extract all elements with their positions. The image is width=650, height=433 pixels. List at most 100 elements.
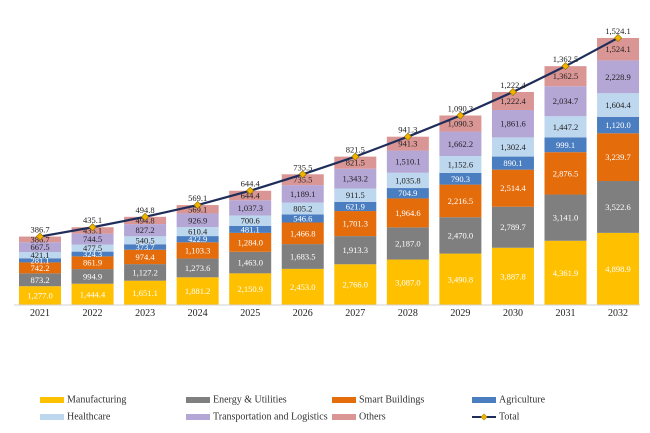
bar-segment-manufacturing-2021	[19, 286, 61, 305]
bar-segment-energy-and-utilities-2021	[19, 273, 61, 287]
bar-segment-agriculture-2027	[334, 201, 377, 212]
bar-segment-transportation-and-logistics-2032	[597, 60, 640, 94]
total-point-label: 941.3	[398, 125, 417, 135]
x-tick-label: 2026	[293, 308, 313, 319]
bar-segment-healthcare-2027	[334, 188, 377, 202]
data-label: 373.7	[136, 242, 155, 252]
x-tick-label: 2032	[608, 308, 628, 319]
bar-segment-agriculture-2023	[124, 244, 167, 250]
data-label: 2,453.0	[290, 282, 316, 292]
bar-segment-manufacturing-2030	[491, 247, 534, 305]
bar-segment-transportation-and-logistics-2028	[386, 150, 429, 173]
data-label: 704.9	[398, 188, 417, 198]
x-tick-label: 2022	[83, 308, 103, 319]
bar-segment-transportation-and-logistics-2030	[491, 109, 534, 138]
bar-segment-agriculture-2025	[229, 225, 272, 233]
data-label: 1,189.1	[290, 189, 316, 199]
bar-segment-smart-buildings-2030	[491, 169, 534, 207]
data-label: 4,361.9	[553, 268, 579, 278]
total-point-label: 821.5	[346, 145, 365, 155]
data-label: 861.9	[83, 258, 102, 268]
total-marker	[351, 152, 360, 161]
data-label: 890.1	[503, 158, 522, 168]
data-label: 1,683.5	[290, 251, 316, 261]
bar-segment-healthcare-2022	[71, 244, 114, 252]
x-tick-label: 2025	[240, 308, 260, 319]
data-label: 1,302.4	[500, 142, 526, 152]
x-tick-label: 2031	[556, 308, 576, 319]
data-label: 546.6	[293, 213, 312, 223]
total-marker	[298, 170, 307, 179]
data-label: 1,701.3	[343, 219, 369, 229]
data-label: 2,876.5	[553, 168, 579, 178]
legend-swatch-transportation-and-logistics	[186, 414, 210, 420]
data-label: 744.5	[83, 234, 102, 244]
total-marker	[508, 87, 517, 97]
bar-segment-energy-and-utilities-2028	[386, 227, 429, 260]
x-tick-label: 2030	[503, 308, 523, 319]
data-label: 1,152.6	[448, 159, 474, 169]
data-label: 324.3	[83, 249, 102, 259]
legend-swatch-energy-and-utilities	[186, 397, 210, 403]
legend-swatch-healthcare	[40, 414, 64, 420]
bar-segment-smart-buildings-2024	[176, 242, 219, 259]
data-label: 2,034.7	[553, 96, 579, 106]
total-point-label: 1,222.4	[500, 80, 526, 90]
bar-segment-transportation-and-logistics-2023	[124, 224, 167, 237]
bar-segment-manufacturing-2025	[229, 273, 272, 305]
bar-segment-manufacturing-2026	[281, 268, 324, 305]
legend-label-manufacturing: Manufacturing	[67, 395, 126, 406]
data-label: 1,604.4	[605, 100, 631, 110]
data-label: 3,239.7	[605, 152, 631, 162]
bar-segment-others-2024	[176, 205, 219, 214]
data-label: 827.2	[136, 225, 155, 235]
total-point-label: 1,090.3	[448, 103, 474, 113]
bar-segment-energy-and-utilities-2023	[124, 264, 167, 281]
legend-label-others: Others	[359, 412, 386, 423]
data-label: 1,120.0	[605, 120, 631, 130]
bar-segment-healthcare-2023	[124, 236, 167, 245]
data-label: 821.5	[346, 158, 365, 168]
legend-label-energy-and-utilities: Energy & Utilities	[213, 395, 287, 406]
data-label: 1,463.0	[237, 258, 263, 268]
data-label: 1,277.0	[27, 291, 53, 301]
total-point-label: 735.5	[293, 162, 312, 172]
bar-segment-healthcare-2024	[176, 227, 219, 237]
legend-label-smart-buildings: Smart Buildings	[359, 395, 424, 406]
data-label: 1,881.2	[185, 286, 211, 296]
bar-segment-agriculture-2029	[439, 172, 482, 185]
x-tick-labels: 2021 2022 2023 2024 2025 2026 2027 2028 2029 2030…	[30, 308, 628, 319]
bar-segment-agriculture-2021	[19, 258, 61, 263]
bar-segment-healthcare-2029	[439, 156, 482, 173]
x-tick-label: 2028	[398, 308, 418, 319]
bar-segment-energy-and-utilities-2030	[491, 206, 534, 248]
data-label: 422.9	[188, 234, 207, 244]
legend-label-healthcare: Healthcare	[67, 412, 111, 423]
data-label: 3,522.6	[605, 202, 631, 212]
x-tick-label: 2029	[450, 308, 470, 319]
bar-segment-healthcare-2025	[229, 215, 272, 226]
data-label: 1,037.3	[237, 203, 263, 213]
data-label: 281.1	[30, 255, 49, 265]
data-label: 610.4	[188, 227, 208, 237]
data-label: 2,514.4	[500, 183, 526, 193]
total-marker	[403, 132, 412, 141]
bar-segment-energy-and-utilities-2025	[229, 251, 272, 274]
data-label: 644.4	[241, 190, 261, 200]
legend-marker-total	[480, 413, 488, 421]
bar-segment-smart-buildings-2023	[124, 249, 167, 265]
bar-segment-smart-buildings-2031	[544, 152, 587, 195]
legend-swatch-agriculture	[472, 397, 496, 403]
bar-segment-energy-and-utilities-2027	[334, 236, 377, 265]
data-label: 4,898.9	[605, 264, 631, 274]
x-tick-label: 2027	[345, 308, 365, 319]
data-label: 1,222.4	[500, 96, 526, 106]
total-marker	[456, 111, 465, 120]
bar-segment-others-2026	[281, 174, 324, 186]
data-label: 1,913.3	[343, 245, 369, 255]
bar-segment-agriculture-2026	[281, 214, 324, 223]
data-label: 477.5	[83, 243, 102, 253]
data-label: 540.5	[136, 235, 155, 245]
data-label: 1,284.0	[237, 237, 263, 247]
bar-segment-agriculture-2028	[386, 188, 429, 199]
